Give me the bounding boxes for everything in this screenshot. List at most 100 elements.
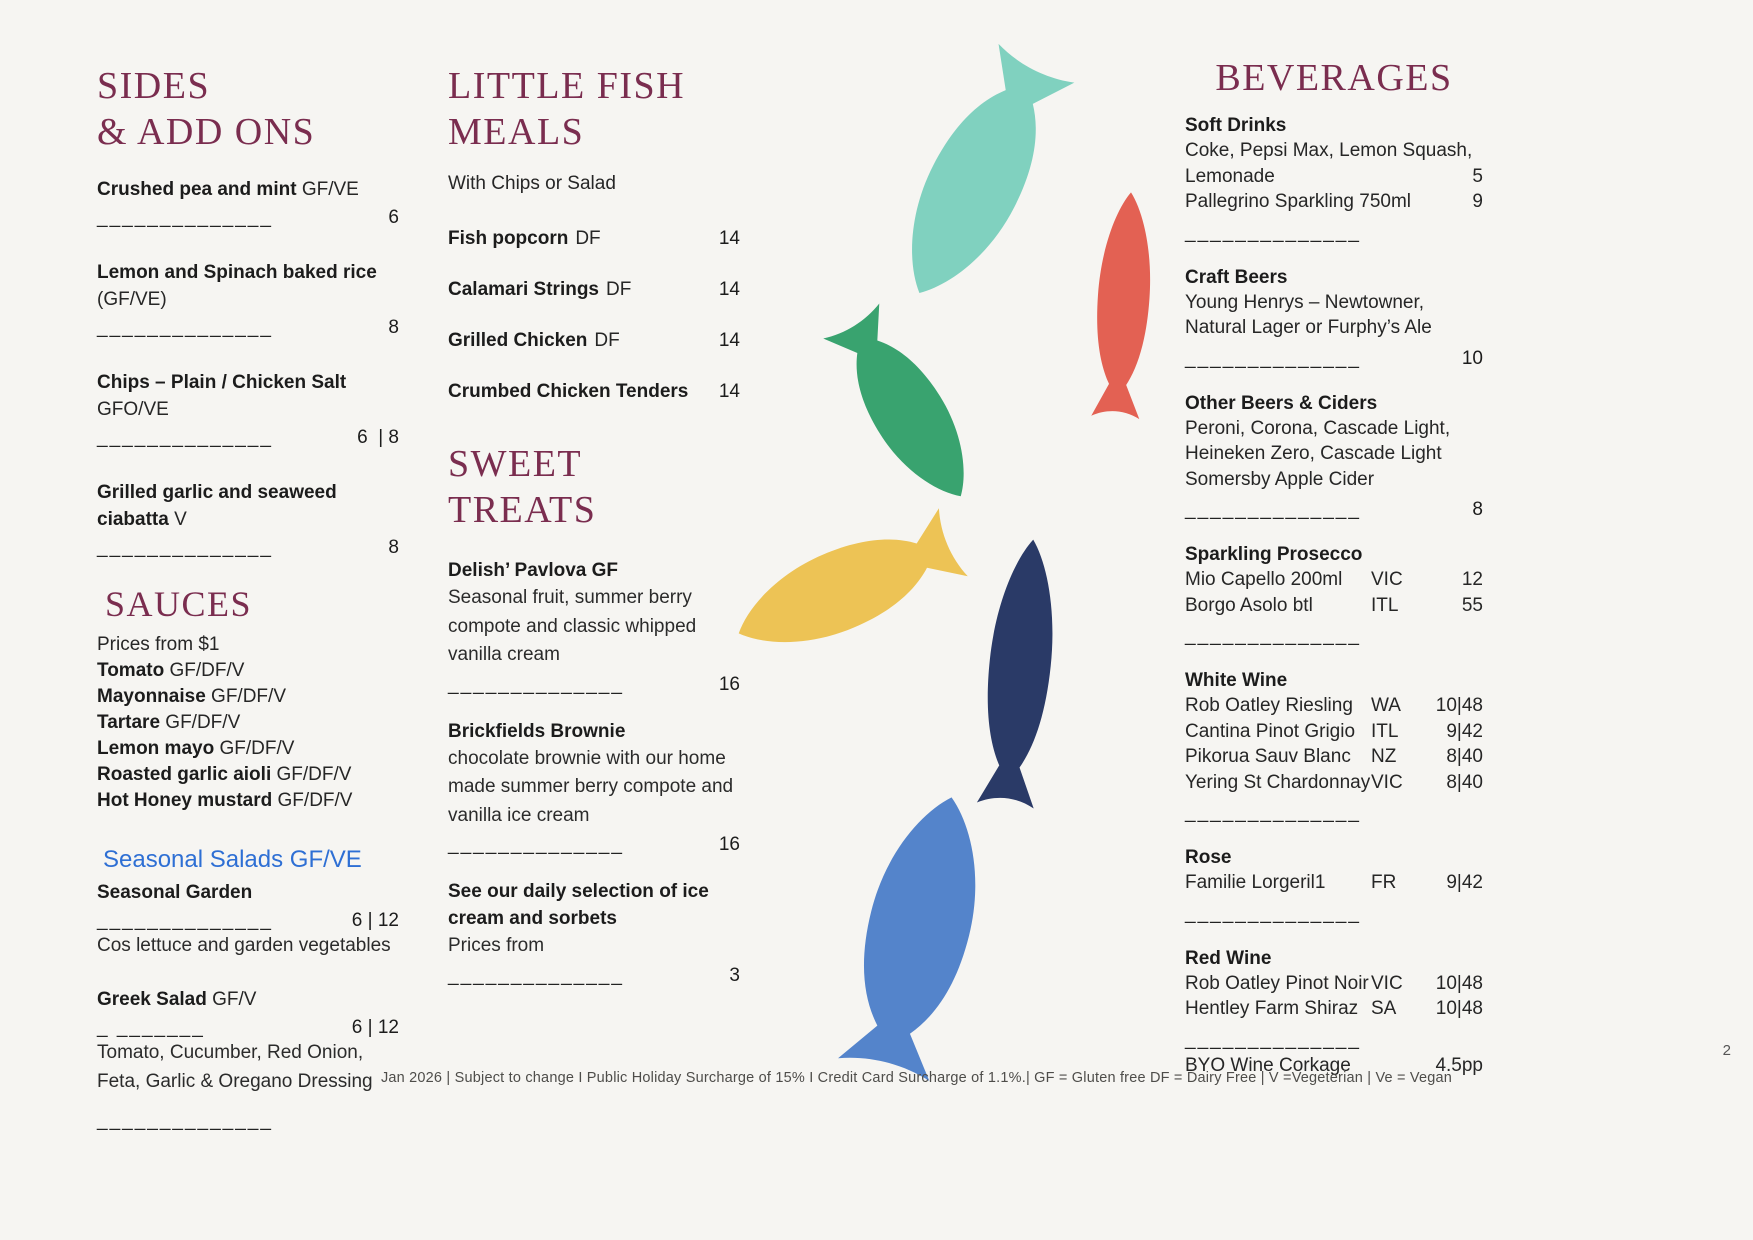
beverage-line: Peroni, Corona, Cascade Light, (1185, 416, 1483, 442)
beverage-text: Pallegrino Sparkling 750ml (1185, 191, 1412, 213)
beverage-text: Coke, Pepsi Max, Lemon Squash, (1185, 140, 1473, 162)
dash-line: _ _______ (97, 1017, 205, 1039)
beverage-text: Pikorua Sauv Blanc (1185, 746, 1351, 768)
beverage-text: Natural Lager or Furphy’s Ale (1185, 317, 1432, 339)
sauce-item: Roasted garlic aioli GF/DF/V (97, 762, 399, 788)
little-fish-column: LITTLE FISH MEALS With Chips or Salad Fi… (448, 63, 740, 987)
beverage-line: Pikorua Sauv Blanc NZ 8|40 (1185, 744, 1483, 770)
item-price: 6 (388, 206, 399, 228)
teal-fish-icon (912, 43, 1075, 293)
beverage-line: Rob Oatley Riesling WA 10|48 (1185, 693, 1483, 719)
item-description: chocolate brownie with our home made sum… (448, 747, 734, 826)
beverage-price: 5 (1472, 165, 1483, 187)
group-heading: Craft Beers (1185, 266, 1288, 288)
menu-item-pavlova: Delish’ Pavlova GF Seasonal fruit, summe… (448, 557, 740, 696)
item-price: 3 (729, 964, 740, 986)
item-price: 6 | 12 (351, 909, 399, 931)
group-heading: Rose (1185, 847, 1232, 869)
beverage-text: Lemonade (1185, 165, 1275, 187)
item-price: 14 (718, 227, 740, 249)
beverage-region: ITL (1371, 720, 1399, 742)
group-heading: Red Wine (1185, 947, 1272, 969)
beverage-region: VIC (1371, 972, 1403, 994)
menu-item-garlic-ciabatta: Grilled garlic and seaweed ciabatta V __… (97, 479, 399, 559)
beverage-text: Peroni, Corona, Cascade Light, (1185, 417, 1451, 439)
sweet-treats-heading: SWEET TREATS (448, 442, 597, 532)
item-name: See our daily selection of ice cream and… (448, 881, 709, 930)
beverage-region: NZ (1371, 746, 1397, 768)
beverage-group-prosecco: Sparkling Prosecco Mio Capello 200ml VIC 1… (1185, 542, 1483, 647)
beverage-price: 55 (1461, 594, 1483, 616)
item-name: Crumbed Chicken Tenders (448, 380, 689, 402)
sauce-item: Tomato GF/DF/V (97, 658, 399, 684)
diet-code: V (174, 508, 187, 530)
beverage-line: Mio Capello 200ml VIC 12 (1185, 567, 1483, 593)
diet-code: DF (606, 278, 632, 300)
corkage-price: 4.5pp (1435, 1054, 1483, 1076)
diet-code: GF/DF/V (219, 737, 295, 759)
diet-code: GF/V (212, 989, 257, 1011)
beverage-price: 9|42 (1446, 720, 1483, 742)
dash-line: ______________ (1185, 625, 1361, 647)
beverage-line: Lemonade 5 (1185, 164, 1483, 190)
beverage-line: Borgo Asolo btl ITL 55 (1185, 593, 1483, 619)
item-price: 16 (718, 834, 740, 856)
beverage-region: ITL (1371, 594, 1399, 616)
beverages-heading: BEVERAGES (1215, 57, 1453, 99)
sauce-item: Mayonnaise GF/DF/V (97, 684, 399, 710)
dash-line: ______________ (97, 909, 273, 931)
footer-note: Jan 2026 | Subject to change I Public Ho… (380, 1070, 1453, 1086)
menu-item-ice-cream-sorbets: See our daily selection of ice cream and… (448, 878, 740, 987)
seasonal-salads-heading: Seasonal Salads GF/VE (103, 845, 362, 873)
diet-code: GFO/VE (97, 398, 169, 420)
beverage-text: Rob Oatley Pinot Noir (1185, 972, 1369, 994)
beverage-line: Heineken Zero, Cascade Light (1185, 441, 1483, 467)
beverage-price: 8|40 (1446, 771, 1483, 793)
beverage-price: 10|48 (1435, 695, 1483, 717)
dash-line: ______________ (1185, 221, 1361, 243)
item-price: 6 | 8 (357, 426, 399, 448)
item-name: Grilled garlic and seaweed ciabatta (97, 481, 337, 530)
dash-line: ______________ (97, 206, 273, 228)
little-fish-heading-line1: LITTLE FISH (448, 65, 686, 107)
dash-line: ______________ (97, 536, 273, 558)
menu-item-crushed-pea: Crushed pea and mint GF/VE _____________… (97, 176, 399, 229)
item-price: 8 (388, 536, 399, 558)
dash-line: ______________ (1185, 347, 1361, 369)
item-name: Lemon mayo (97, 737, 215, 759)
diet-code: GF/DF/V (169, 659, 245, 681)
item-description: Seasonal fruit, summer berry compote and… (448, 587, 697, 666)
group-price: 8 (1472, 499, 1483, 521)
beverage-text: Hentley Farm Shiraz (1185, 998, 1359, 1020)
little-fish-heading-line2: MEALS (448, 111, 585, 154)
diet-code: (GF/VE) (97, 288, 167, 310)
coral-fish-icon (1091, 192, 1151, 420)
yellow-fish-icon (738, 508, 968, 643)
diet-code: DF (594, 329, 620, 351)
item-description: Tomato, Cucumber, Red Onion, Feta, Garli… (97, 1042, 373, 1092)
item-name: Lemon and Spinach baked rice (97, 261, 377, 283)
item-name: Tomato (97, 659, 165, 681)
item-description: Cos lettuce and garden vegetables (97, 934, 391, 956)
beverage-line: Natural Lager or Furphy’s Ale (1185, 315, 1483, 341)
menu-item-lemon-spinach-rice: Lemon and Spinach baked rice (GF/VE) ___… (97, 259, 399, 339)
beverage-price: 9 (1472, 191, 1483, 213)
little-fish-heading: LITTLE FISH MEALS (448, 63, 740, 156)
beverage-text: Young Henrys – Newtowner, (1185, 291, 1425, 313)
beverage-line: Familie Lorgeril1 FR 9|42 (1185, 870, 1483, 896)
item-name: Tartare (97, 711, 161, 733)
menu-item-greek-salad: Greek Salad GF/V _ _______ 6 | 12 Tomato,… (97, 986, 399, 1096)
corkage-label: BYO Wine Corkage (1185, 1054, 1351, 1076)
beverage-text: Cantina Pinot Grigio (1185, 720, 1356, 742)
diet-code: DF (575, 227, 601, 249)
beverage-group-other-beers: Other Beers & Ciders Peroni, Corona, Cas… (1185, 391, 1483, 522)
sides-column: SIDES & ADD ONS Crushed pea and mint GF/… (97, 63, 399, 1132)
item-name: Roasted garlic aioli (97, 763, 272, 785)
beverage-line: Yering St Chardonnay VIC 8|40 (1185, 770, 1483, 796)
menu-item-chips: Chips – Plain / Chicken Salt GFO/VE ____… (97, 369, 399, 449)
beverage-text: Mio Capello 200ml (1185, 569, 1343, 591)
sides-heading: SIDES & ADD ONS (97, 63, 399, 156)
menu-item-fish-popcorn: Fish popcorn DF 14 (448, 225, 740, 252)
beverage-line: Hentley Farm Shiraz SA 10|48 (1185, 996, 1483, 1022)
